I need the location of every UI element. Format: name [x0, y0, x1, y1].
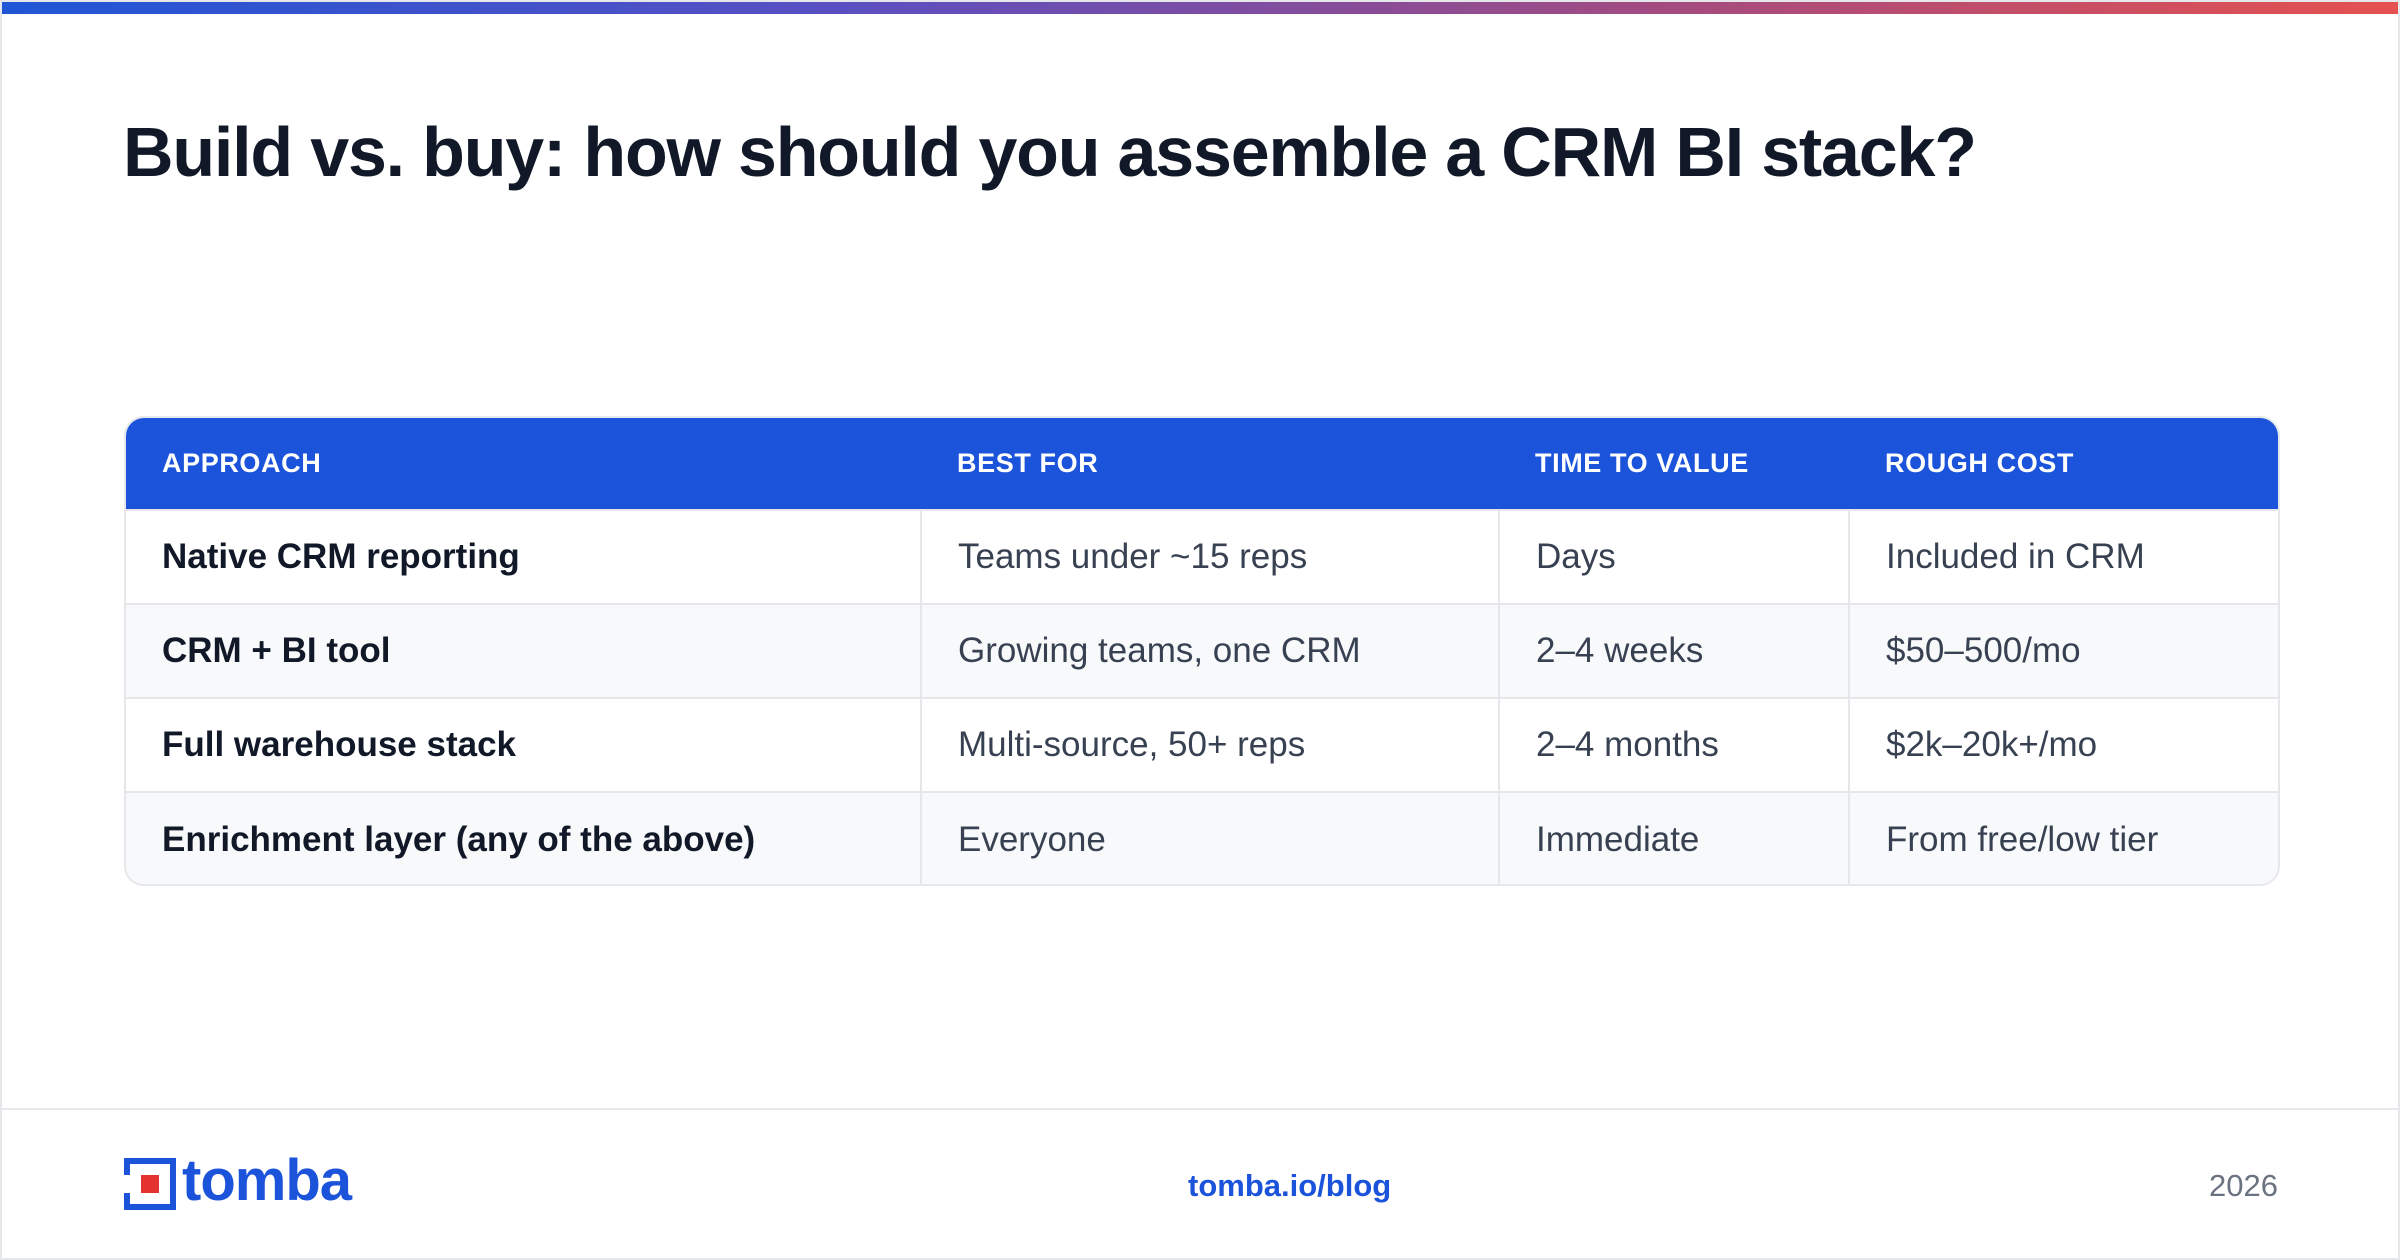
- cell-approach: Native CRM reporting: [126, 509, 921, 604]
- table-row: Native CRM reporting Teams under ~15 rep…: [126, 509, 2278, 604]
- tomba-logo-icon: [124, 1158, 176, 1210]
- cell-rough-cost: $50–500/mo: [1848, 603, 2278, 698]
- logo-wordmark: tomba: [182, 1148, 352, 1213]
- footer-divider: [2, 1108, 2398, 1110]
- table-row: Enrichment layer (any of the above) Ever…: [126, 791, 2278, 884]
- blog-link[interactable]: tomba.io/blog: [1188, 1168, 1392, 1203]
- comparison-table: APPROACH BEST FOR TIME TO VALUE ROUGH CO…: [124, 416, 2280, 886]
- cell-best-for: Multi-source, 50+ reps: [920, 697, 1499, 792]
- gradient-top-bar: [2, 2, 2398, 14]
- cell-approach: CRM + BI tool: [126, 603, 921, 698]
- cell-approach: Enrichment layer (any of the above): [126, 791, 921, 884]
- cell-best-for: Everyone: [920, 791, 1499, 884]
- cell-time-to-value: Days: [1498, 509, 1849, 604]
- footer-year: 2026: [2209, 1168, 2278, 1203]
- cell-time-to-value: 2–4 weeks: [1498, 603, 1849, 698]
- cell-rough-cost: From free/low tier: [1848, 791, 2278, 884]
- cell-rough-cost: Included in CRM: [1848, 509, 2278, 604]
- tomba-logo[interactable]: tomba: [124, 1152, 352, 1210]
- header-time-to-value: TIME TO VALUE: [1499, 418, 1849, 510]
- cell-best-for: Growing teams, one CRM: [920, 603, 1499, 698]
- header-best-for: BEST FOR: [921, 418, 1499, 510]
- cell-rough-cost: $2k–20k+/mo: [1848, 697, 2278, 792]
- header-rough-cost: ROUGH COST: [1849, 418, 2278, 510]
- cell-time-to-value: Immediate: [1498, 791, 1849, 884]
- header-approach: APPROACH: [126, 418, 921, 510]
- table-row: Full warehouse stack Multi-source, 50+ r…: [126, 697, 2278, 792]
- cell-approach: Full warehouse stack: [126, 697, 921, 792]
- table-row: CRM + BI tool Growing teams, one CRM 2–4…: [126, 603, 2278, 698]
- table-header-row: APPROACH BEST FOR TIME TO VALUE ROUGH CO…: [126, 418, 2278, 510]
- cell-best-for: Teams under ~15 reps: [920, 509, 1499, 604]
- page-title: Build vs. buy: how should you assemble a…: [123, 113, 1977, 191]
- cell-time-to-value: 2–4 months: [1498, 697, 1849, 792]
